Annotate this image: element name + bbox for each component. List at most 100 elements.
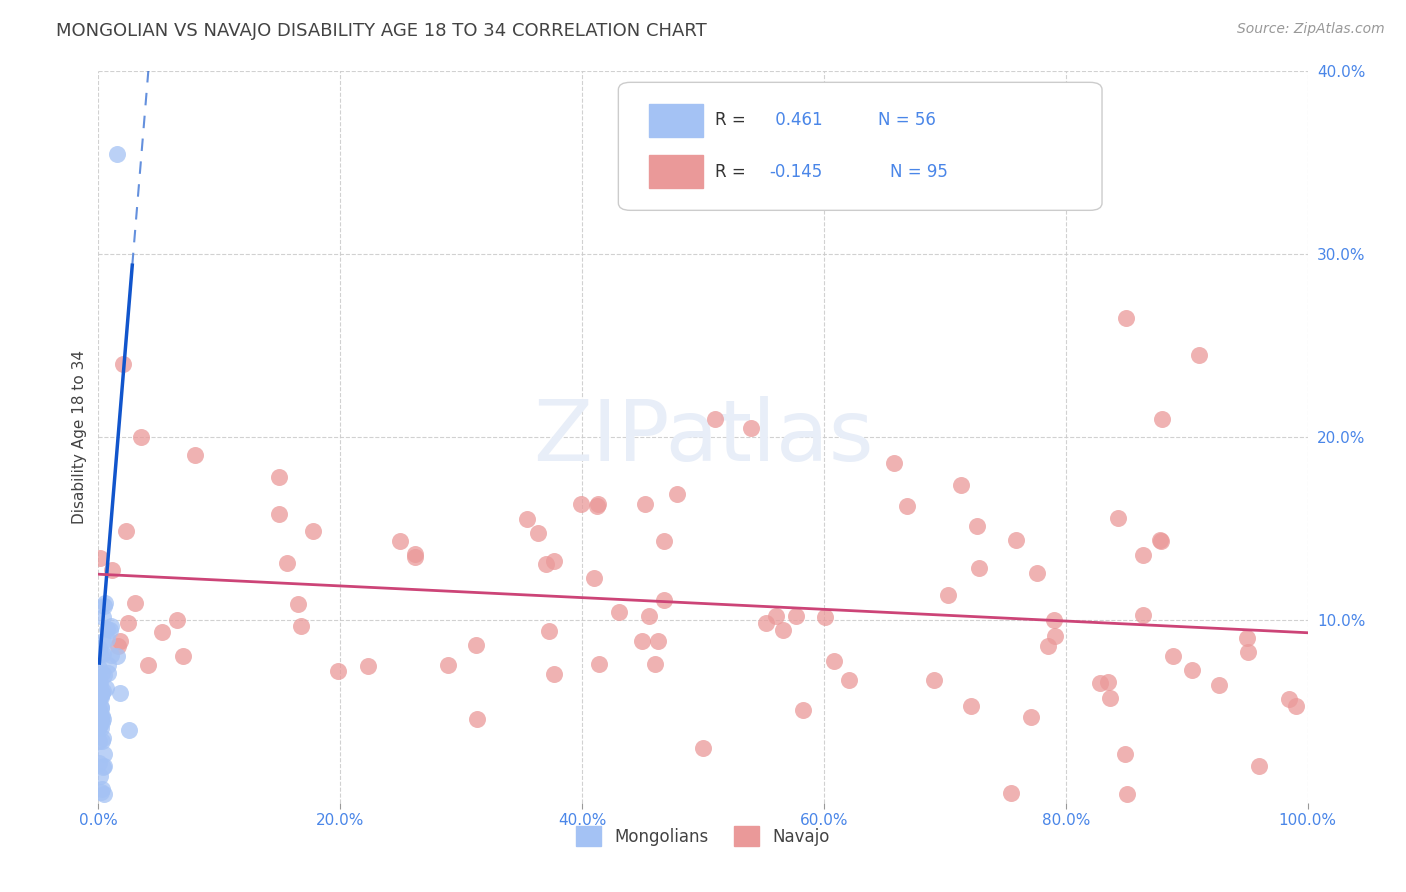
Point [94,681,117,695]
Point [543,554,565,568]
Point [1188,348,1211,362]
Point [534,557,557,571]
FancyBboxPatch shape [619,82,1102,211]
Point [87,677,110,691]
Point [100,648,122,662]
Point [89,676,111,690]
Point [93,759,115,773]
Point [464,638,486,652]
Point [138,658,160,673]
Point [91,733,114,747]
Point [792,702,814,716]
Point [91,686,114,700]
Point [1208,678,1230,692]
Point [1152,412,1174,426]
Point [91,610,114,624]
Point [966,518,988,533]
Point [1236,631,1258,645]
Point [1115,311,1137,326]
Point [100,618,122,632]
Point [129,430,152,444]
Point [537,624,560,638]
Point [960,699,983,714]
Point [105,146,128,161]
Point [1019,709,1042,723]
Point [704,412,727,426]
Point [1181,663,1204,677]
Point [328,664,350,678]
Text: R =: R = [716,112,751,129]
Point [287,598,309,612]
Point [96,632,118,647]
Point [87,717,110,731]
Point [1150,534,1173,549]
Point [91,683,114,698]
Point [172,648,194,663]
Point [93,668,115,682]
Point [1090,676,1112,690]
Point [1132,548,1154,562]
Point [609,605,631,619]
Point [526,525,548,540]
Point [91,731,114,745]
Point [89,687,111,701]
Point [89,769,111,783]
Point [586,497,609,511]
Point [631,634,654,648]
Point [543,666,565,681]
Point [108,686,131,700]
Point [1237,645,1260,659]
Point [823,654,845,668]
Point [666,487,689,501]
Point [1115,787,1137,801]
Text: R =: R = [716,163,751,181]
Point [90,710,112,724]
Point [269,507,291,521]
Point [755,616,778,631]
Point [105,648,128,663]
Point [93,747,115,761]
Point [1098,691,1121,706]
Point [1285,698,1308,713]
Point [967,561,990,575]
Point [184,448,207,462]
Point [90,690,112,704]
Point [89,671,111,685]
Point [1149,533,1171,547]
Point [404,547,426,561]
Point [692,740,714,755]
Point [883,456,905,470]
Point [765,609,787,624]
Point [93,647,115,661]
Point [772,623,794,637]
Point [87,756,110,770]
Point [276,556,298,570]
Point [922,673,945,687]
Point [117,615,139,630]
Point [1000,786,1022,800]
Point [90,721,112,735]
Point [267,470,290,484]
Point [108,633,131,648]
Point [166,613,188,627]
Point [301,524,323,539]
Point [404,550,426,565]
Point [1114,747,1136,762]
Point [896,500,918,514]
Point [90,685,112,699]
Point [588,657,610,672]
Point [637,609,659,624]
Point [644,657,666,672]
Legend: Mongolians, Navajo: Mongolians, Navajo [569,820,837,853]
Point [89,785,111,799]
Point [89,641,111,656]
Point [1107,511,1129,525]
FancyBboxPatch shape [648,104,703,137]
Point [1038,640,1060,654]
Point [652,534,675,549]
Point [569,497,592,511]
Point [740,421,762,435]
Text: 0.461: 0.461 [769,112,823,129]
Point [91,760,114,774]
Y-axis label: Disability Age 18 to 34: Disability Age 18 to 34 [72,350,87,524]
